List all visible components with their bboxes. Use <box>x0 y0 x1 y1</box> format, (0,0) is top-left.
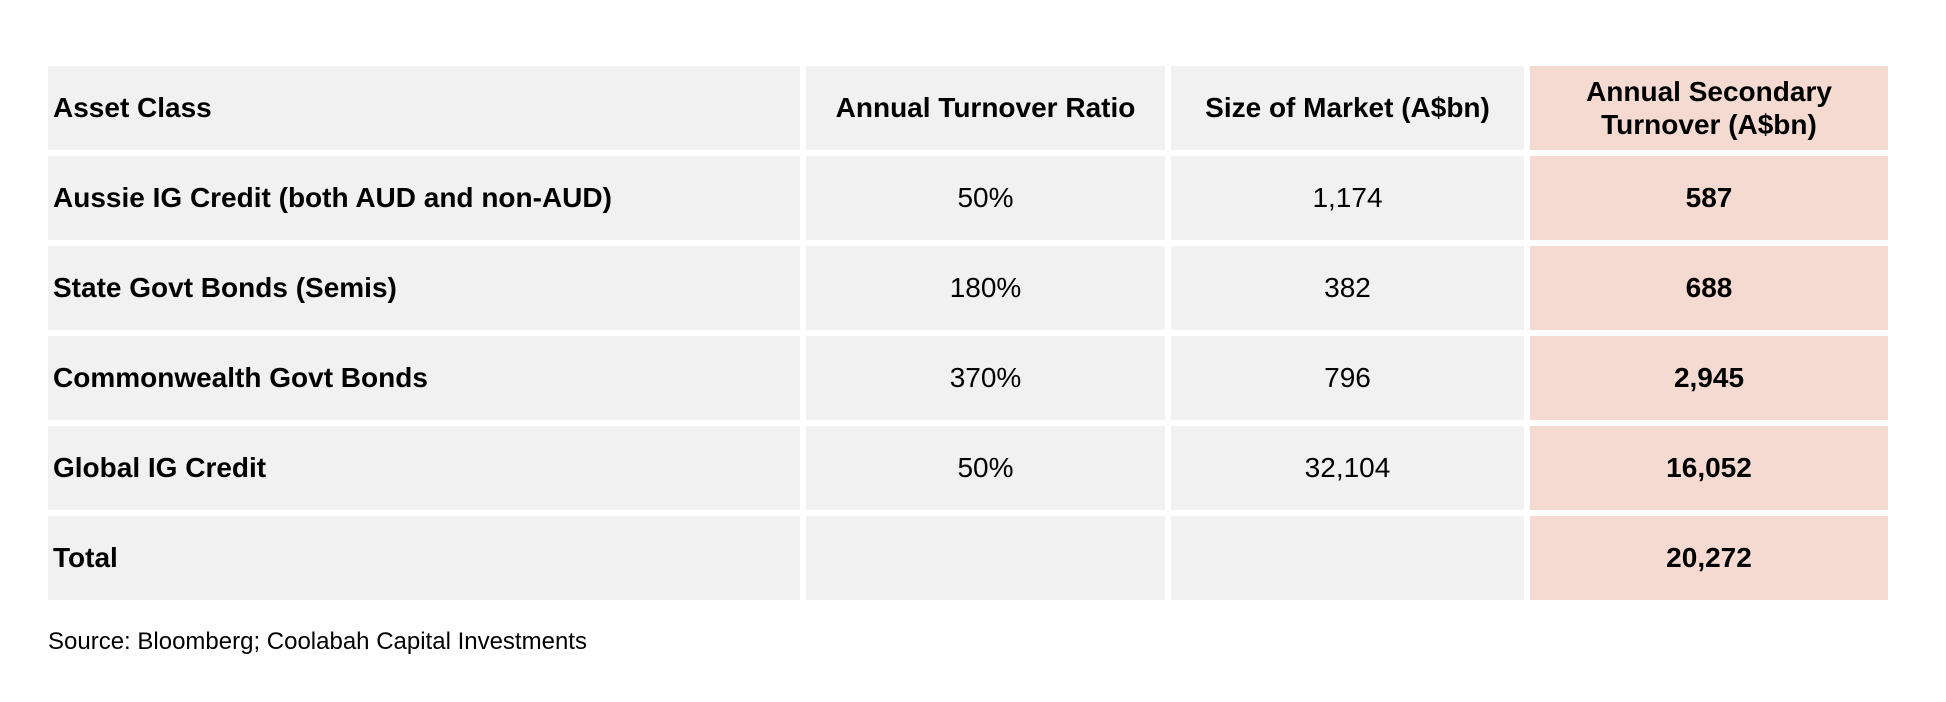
turnover-table-container: Asset Class Annual Turnover Ratio Size o… <box>42 60 1894 606</box>
column-header-annual-secondary-turnover: Annual Secondary Turnover (A$bn) <box>1530 66 1888 150</box>
market-size-cell <box>1171 516 1524 600</box>
turnover-ratio-cell <box>806 516 1165 600</box>
secondary-turnover-cell: 16,052 <box>1530 426 1888 510</box>
asset-class-cell: Total <box>48 516 800 600</box>
header-row: Asset Class Annual Turnover Ratio Size o… <box>48 66 1888 150</box>
secondary-turnover-cell: 587 <box>1530 156 1888 240</box>
column-header-annual-turnover-ratio: Annual Turnover Ratio <box>806 66 1165 150</box>
market-size-cell: 796 <box>1171 336 1524 420</box>
table-row-state-govt-bonds: State Govt Bonds (Semis) 180% 382 688 <box>48 246 1888 330</box>
table-row-commonwealth-govt-bonds: Commonwealth Govt Bonds 370% 796 2,945 <box>48 336 1888 420</box>
secondary-turnover-cell: 688 <box>1530 246 1888 330</box>
table-row-aussie-ig-credit: Aussie IG Credit (both AUD and non-AUD) … <box>48 156 1888 240</box>
market-size-cell: 1,174 <box>1171 156 1524 240</box>
source-note: Source: Bloomberg; Coolabah Capital Inve… <box>48 628 587 655</box>
asset-class-cell: Aussie IG Credit (both AUD and non-AUD) <box>48 156 800 240</box>
asset-class-cell: State Govt Bonds (Semis) <box>48 246 800 330</box>
market-size-cell: 32,104 <box>1171 426 1524 510</box>
table-row-global-ig-credit: Global IG Credit 50% 32,104 16,052 <box>48 426 1888 510</box>
turnover-ratio-cell: 50% <box>806 156 1165 240</box>
turnover-ratio-cell: 180% <box>806 246 1165 330</box>
asset-class-cell: Global IG Credit <box>48 426 800 510</box>
turnover-ratio-cell: 50% <box>806 426 1165 510</box>
turnover-ratio-cell: 370% <box>806 336 1165 420</box>
secondary-turnover-cell: 2,945 <box>1530 336 1888 420</box>
column-header-size-of-market: Size of Market (A$bn) <box>1171 66 1524 150</box>
column-header-asset-class: Asset Class <box>48 66 800 150</box>
asset-class-cell: Commonwealth Govt Bonds <box>48 336 800 420</box>
asset-turnover-table: Asset Class Annual Turnover Ratio Size o… <box>42 60 1894 606</box>
market-size-cell: 382 <box>1171 246 1524 330</box>
secondary-turnover-cell: 20,272 <box>1530 516 1888 600</box>
table-row-total: Total 20,272 <box>48 516 1888 600</box>
